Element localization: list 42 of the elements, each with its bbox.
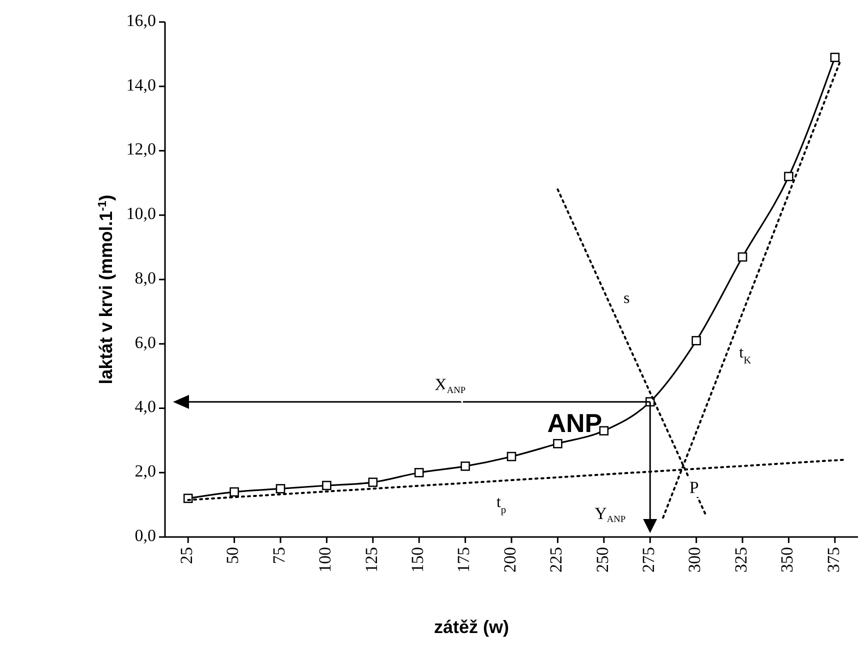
point — [460, 462, 470, 471]
y-tick-label: 12,0 — [126, 140, 156, 159]
x-tick-label: 250 — [592, 547, 612, 572]
x-tick-label: 50 — [223, 547, 242, 564]
x-tick-label: 225 — [546, 547, 566, 572]
series-label: s — [623, 290, 630, 308]
point — [276, 484, 286, 494]
point — [553, 439, 562, 448]
y-tick-label: 4,0 — [134, 397, 156, 416]
x-tick-label: 375 — [824, 547, 843, 572]
y-tick-label: 6,0 — [134, 332, 156, 352]
x-tick-label: 150 — [408, 547, 428, 572]
x-tick-label: 200 — [500, 547, 520, 572]
x-tick-label: 325 — [731, 547, 750, 572]
y-tick-label: 14,0 — [126, 75, 156, 94]
point — [230, 487, 239, 497]
series-label: t$_{K}$ — [739, 344, 752, 366]
x-tick-label: 75 — [269, 547, 288, 564]
point — [738, 252, 748, 262]
y-tick-label: 16,0 — [126, 10, 156, 30]
annotation: ANP — [547, 408, 602, 438]
point — [506, 452, 516, 462]
point — [414, 468, 424, 478]
y-tick-label: 8,0 — [134, 268, 156, 288]
point — [830, 52, 840, 62]
x-tick-label: 350 — [778, 547, 797, 572]
point — [322, 480, 332, 490]
y-tick-label: 10,0 — [126, 204, 156, 224]
point — [784, 172, 794, 182]
x-tick-label: 300 — [685, 547, 704, 572]
x-tick-label: 275 — [639, 547, 658, 572]
x-tick-label: 25 — [177, 547, 196, 564]
y-tick-label: 0,0 — [134, 526, 156, 545]
x-tick-label: 175 — [454, 547, 474, 572]
point — [692, 336, 701, 346]
x-tick-label: 100 — [316, 547, 335, 572]
x-axis-title: zátěž (w) — [434, 617, 510, 637]
x-tick-label: 125 — [362, 547, 381, 572]
y-tick-label: 2,0 — [134, 462, 156, 481]
point — [368, 478, 378, 487]
series-label: t$_{p}$ — [496, 494, 506, 516]
annotation: Y$_{ANP}$ — [594, 504, 626, 526]
